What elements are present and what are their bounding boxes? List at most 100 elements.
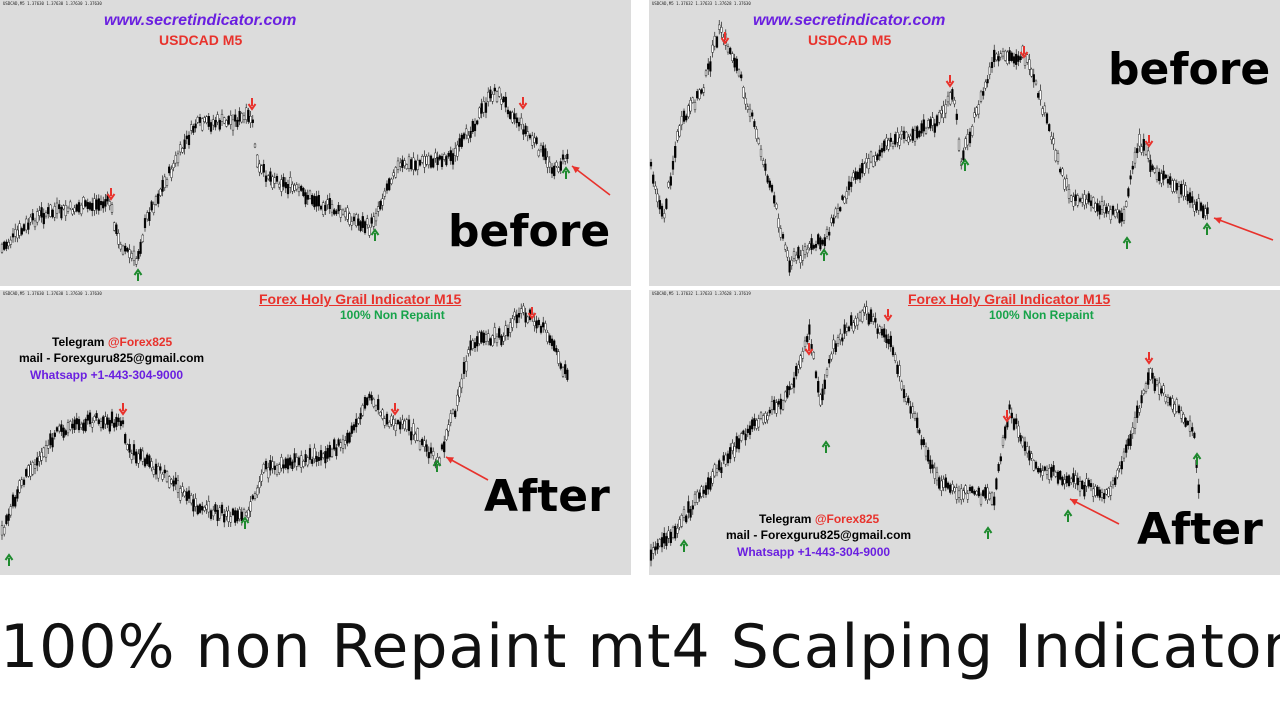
- candle-body: [773, 195, 776, 204]
- candle-body: [203, 117, 206, 123]
- candle-body: [220, 504, 224, 514]
- candle-body: [319, 450, 323, 461]
- candle-body: [75, 204, 78, 212]
- candle-body: [773, 399, 776, 411]
- candle-body: [130, 453, 133, 460]
- candle-body: [537, 319, 540, 326]
- candle-body: [874, 155, 877, 163]
- candle-body: [1085, 199, 1088, 204]
- candle-body: [47, 445, 50, 449]
- candle-body: [500, 98, 503, 105]
- candle-body: [649, 549, 653, 561]
- buy-signal-arrow-icon: [1122, 236, 1132, 249]
- candle-body: [808, 243, 811, 249]
- candle-body: [185, 135, 188, 140]
- candle-body: [823, 379, 826, 389]
- headline: 100% non Repaint mt4 Scalping Indicator: [0, 612, 1280, 682]
- candle-body: [1063, 178, 1066, 190]
- candle-body: [509, 322, 512, 333]
- candle-body: [368, 227, 371, 236]
- candle-body: [740, 433, 743, 441]
- candle-body: [427, 452, 430, 459]
- candle-body: [388, 421, 391, 427]
- candles: [649, 300, 1200, 567]
- candle-body: [757, 138, 760, 144]
- candle-body: [1111, 206, 1115, 215]
- candle-body: [209, 122, 213, 132]
- candle-body: [1193, 204, 1196, 212]
- candle-body: [546, 156, 549, 168]
- candle-body: [260, 474, 263, 482]
- candle-body: [685, 515, 688, 523]
- candle-body: [845, 327, 848, 332]
- candle-body: [319, 205, 323, 210]
- candle-body: [854, 171, 857, 180]
- candle-body: [986, 79, 989, 84]
- candle-body: [216, 509, 219, 521]
- candle-body: [1131, 427, 1134, 434]
- candle-body: [27, 222, 30, 230]
- candle-body: [322, 202, 325, 215]
- candle-body: [883, 140, 886, 152]
- candle-body: [467, 349, 470, 354]
- candle-body: [515, 117, 518, 124]
- candle-body: [733, 57, 736, 68]
- candle-body: [154, 195, 158, 205]
- candle-body: [982, 91, 985, 96]
- candle-body: [82, 422, 85, 431]
- candle-body: [62, 205, 65, 210]
- candle-body: [927, 120, 930, 128]
- candle-body: [86, 202, 89, 209]
- candle-body: [280, 457, 283, 469]
- candle-body: [720, 27, 723, 33]
- candle-body: [429, 447, 433, 454]
- candle-body: [110, 204, 114, 213]
- candle-body: [493, 327, 496, 339]
- candle-body: [896, 132, 899, 143]
- candle-body: [680, 515, 683, 527]
- candle-body: [1001, 437, 1005, 446]
- candle-body: [201, 118, 204, 131]
- candle-body: [938, 477, 941, 489]
- candle-body: [737, 438, 741, 450]
- candle-body: [1140, 146, 1143, 153]
- candle-body: [251, 495, 254, 500]
- candle-body: [1103, 204, 1106, 214]
- candle-body: [460, 134, 463, 147]
- candle-body: [1175, 399, 1178, 412]
- candle-body: [847, 326, 851, 332]
- candle-body: [260, 165, 263, 174]
- candle-body: [190, 124, 193, 131]
- candle-body: [348, 213, 351, 225]
- candle-body: [687, 501, 690, 513]
- candle-body: [656, 543, 659, 550]
- candle-body: [273, 465, 276, 470]
- candle-body: [949, 92, 952, 105]
- candle-body: [1149, 368, 1152, 380]
- candle-body: [1180, 410, 1183, 419]
- candle-body: [1125, 201, 1128, 207]
- candle-body: [1083, 485, 1086, 497]
- candle-body: [473, 342, 477, 349]
- candle-body: [1142, 390, 1145, 395]
- after-label: After: [1137, 504, 1263, 555]
- candle-body: [951, 89, 954, 100]
- candle-body: [383, 190, 386, 197]
- candle-body: [203, 507, 206, 511]
- before-label: before: [1108, 44, 1271, 95]
- candle-body: [944, 104, 947, 114]
- candle-body: [253, 143, 257, 148]
- candle-body: [429, 155, 433, 168]
- candle-body: [482, 101, 485, 113]
- candle-body: [1089, 483, 1093, 487]
- candle-body: [1158, 171, 1161, 181]
- candle-body: [40, 452, 43, 461]
- price-chart: [0, 302, 569, 566]
- candle-body: [1195, 201, 1198, 211]
- candle-body: [377, 206, 380, 212]
- candle-body: [447, 424, 450, 432]
- candle-body: [9, 239, 12, 245]
- candle-body: [555, 161, 558, 167]
- telegram-handle: @Forex825: [814, 512, 880, 526]
- candle-body: [368, 393, 371, 399]
